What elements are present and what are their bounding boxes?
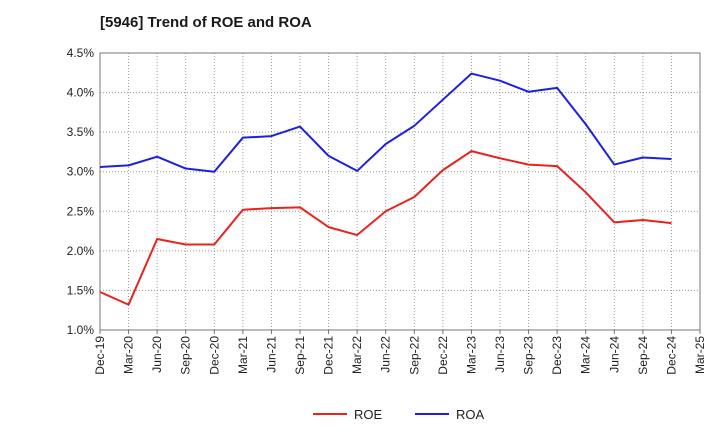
x-tick-label: Jun-20 (150, 336, 164, 373)
y-tick-label: 2.5% (67, 204, 95, 218)
y-axis-ticks: 1.0% 1.5% 2.0% 2.5% 3.0% 3.5% 4.0% 4.5% (67, 46, 95, 337)
y-tick-label: 4.0% (67, 86, 95, 100)
y-tick-label: 4.5% (67, 46, 95, 60)
x-tick-label: Sep-23 (522, 336, 536, 375)
x-tick-label: Mar-21 (236, 336, 250, 374)
y-tick-label: 3.0% (67, 165, 95, 179)
x-tick-label: Jun-22 (379, 336, 393, 373)
x-tick-label: Dec-24 (664, 336, 678, 375)
x-tick-label: Dec-20 (207, 336, 221, 375)
x-axis-ticks: Dec-19 Mar-20 Jun-20 Sep-20 Dec-20 Mar-21 Jun-… (93, 330, 707, 375)
legend: ROE ROA (313, 407, 485, 422)
chart-title: [5946] Trend of ROE and ROA (100, 14, 312, 31)
x-tick-label: Dec-19 (93, 336, 107, 375)
x-tick-label: Mar-22 (350, 336, 364, 374)
plot-border (99, 52, 701, 331)
x-tick-label: Sep-22 (407, 336, 421, 375)
x-tick-label: Dec-22 (436, 336, 450, 375)
x-tick-label: Jun-21 (264, 336, 278, 373)
x-tick-label: Dec-23 (550, 336, 564, 375)
series-layer (99, 72, 672, 306)
legend-label-roa: ROA (456, 407, 485, 422)
x-tick-label: Jun-23 (493, 336, 507, 373)
x-tick-label: Mar-23 (464, 336, 478, 374)
y-tick-label: 1.5% (67, 283, 95, 297)
x-tick-label: Sep-20 (179, 336, 193, 375)
x-tick-label: Mar-25 (693, 336, 707, 374)
x-tick-label: Mar-20 (122, 336, 136, 374)
x-tick-label: Jun-24 (607, 336, 621, 373)
legend-label-roe: ROE (354, 407, 383, 422)
y-tick-label: 2.0% (67, 244, 95, 258)
grid-layer (100, 53, 700, 330)
x-tick-label: Sep-24 (636, 336, 650, 375)
x-tick-label: Mar-24 (579, 336, 593, 374)
y-tick-label: 3.5% (67, 125, 95, 139)
x-tick-label: Sep-21 (293, 336, 307, 375)
x-tick-label: Dec-21 (322, 336, 336, 375)
y-tick-label: 1.0% (67, 323, 95, 337)
